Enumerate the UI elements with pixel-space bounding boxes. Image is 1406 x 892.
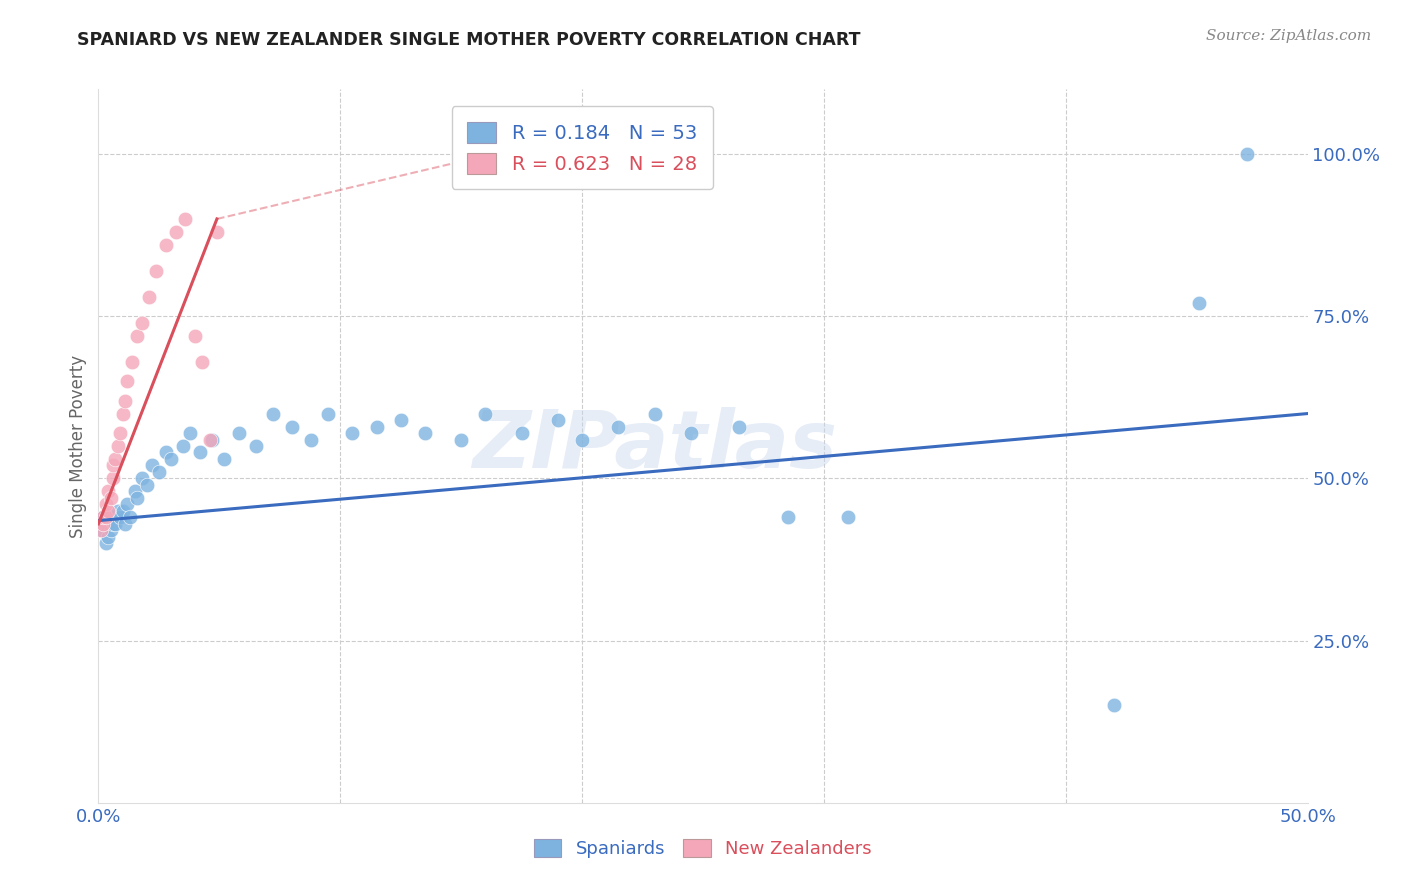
Point [94, 510, 117, 524]
Point [118, 510, 141, 524]
Point [547, 413, 569, 427]
Point [131, 316, 153, 330]
Point [101, 516, 124, 531]
Point [179, 425, 201, 440]
Point [728, 419, 751, 434]
Point [114, 393, 136, 408]
Point [148, 465, 170, 479]
Point [97, 530, 120, 544]
Y-axis label: Single Mother Poverty: Single Mother Poverty [69, 354, 87, 538]
Point [90, 524, 112, 538]
Point [97, 510, 120, 524]
Point [94, 516, 117, 531]
Point [198, 433, 221, 447]
Point [679, 425, 702, 440]
Legend: Spaniards, New Zealanders: Spaniards, New Zealanders [527, 831, 879, 865]
Text: Source: ZipAtlas.com: Source: ZipAtlas.com [1205, 29, 1371, 43]
Point [127, 328, 149, 343]
Point [342, 425, 364, 440]
Point [101, 471, 124, 485]
Point [135, 478, 157, 492]
Point [165, 225, 187, 239]
Point [94, 497, 117, 511]
Point [205, 225, 228, 239]
Point [107, 504, 129, 518]
Point [184, 328, 207, 343]
Point [191, 354, 214, 368]
Text: SPANIARD VS NEW ZEALANDER SINGLE MOTHER POVERTY CORRELATION CHART: SPANIARD VS NEW ZEALANDER SINGLE MOTHER … [77, 31, 860, 49]
Point [1188, 296, 1211, 310]
Point [104, 452, 127, 467]
Point [450, 433, 472, 447]
Point [114, 516, 136, 531]
Point [117, 497, 139, 511]
Point [366, 419, 388, 434]
Point [94, 536, 117, 550]
Point [413, 425, 436, 440]
Point [100, 491, 122, 505]
Point [138, 290, 160, 304]
Point [121, 354, 143, 368]
Point [837, 510, 859, 524]
Point [108, 510, 131, 524]
Point [155, 238, 177, 252]
Point [160, 452, 183, 467]
Point [201, 433, 224, 447]
Point [188, 445, 211, 459]
Point [474, 407, 496, 421]
Point [117, 374, 139, 388]
Point [108, 425, 131, 440]
Point [97, 484, 120, 499]
Point [100, 524, 122, 538]
Point [145, 264, 167, 278]
Point [97, 504, 120, 518]
Point [172, 439, 194, 453]
Point [571, 433, 593, 447]
Point [101, 458, 124, 473]
Point [776, 510, 799, 524]
Point [389, 413, 412, 427]
Point [107, 439, 129, 453]
Point [228, 425, 250, 440]
Point [141, 458, 163, 473]
Point [127, 491, 149, 505]
Point [91, 510, 114, 524]
Point [91, 516, 114, 531]
Text: ZIPatlas: ZIPatlas [472, 407, 837, 485]
Point [245, 439, 267, 453]
Point [262, 407, 284, 421]
Point [212, 452, 235, 467]
Point [607, 419, 630, 434]
Point [124, 484, 146, 499]
Point [131, 471, 153, 485]
Point [1102, 698, 1125, 713]
Point [281, 419, 304, 434]
Point [90, 524, 112, 538]
Point [111, 407, 134, 421]
Point [644, 407, 666, 421]
Point [510, 425, 533, 440]
Point [111, 504, 134, 518]
Point [104, 516, 127, 531]
Point [155, 445, 177, 459]
Point [91, 510, 114, 524]
Point [1236, 147, 1258, 161]
Point [174, 211, 197, 226]
Point [100, 510, 122, 524]
Point [316, 407, 339, 421]
Point [299, 433, 322, 447]
